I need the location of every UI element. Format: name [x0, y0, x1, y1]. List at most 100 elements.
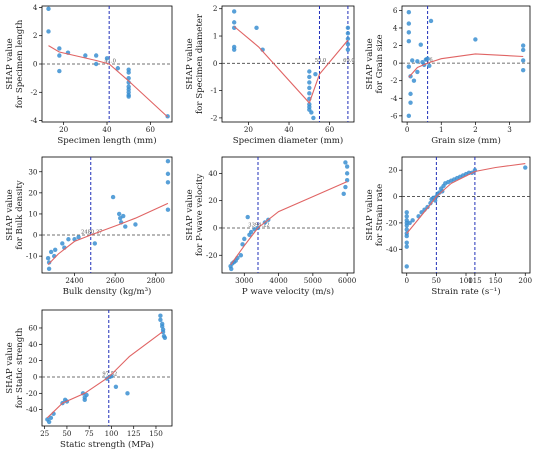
data-point [307, 80, 312, 85]
panel-7: 97.52 25 50 75 100 125 150 -40 -20 0 20 40 60 Static … [5, 309, 173, 450]
y-tick-label: 10 [28, 209, 38, 218]
data-point [341, 191, 346, 197]
y-axis-title-line: SHAP value [185, 189, 195, 240]
y-tick-label: -6 [390, 111, 397, 120]
y-axis-title-line: SHAP value [5, 189, 15, 240]
data-point [238, 253, 244, 258]
panel-4: 2480.37 2400 2600 2800 -10 0 10 20 30 Bulk densit… [5, 156, 173, 297]
data-point [231, 47, 237, 52]
panel-5: 3394.22 3000 4000 5000 6000 -20 0 20 40 P wave ve… [185, 156, 357, 297]
data-point [165, 180, 171, 185]
x-tick-label: 20 [244, 125, 254, 134]
y-tick-label: 20 [28, 356, 38, 365]
y-axis-title-line: SHAP value [365, 38, 375, 89]
data-point [406, 30, 412, 35]
y-tick-label: -40 [26, 405, 38, 414]
y-axis-title-line: SHAP value [365, 189, 375, 240]
x-axis-title: Specimen diameter (mm) [233, 135, 344, 146]
data-point [126, 70, 131, 75]
data-point [520, 67, 526, 73]
data-point [76, 234, 81, 240]
fit-curve [406, 163, 526, 234]
threshold-label: 2480.37 [81, 230, 102, 236]
y-tick-label: -20 [386, 218, 398, 227]
data-point [415, 59, 420, 64]
data-point [165, 207, 171, 212]
y-axis-title-line: for P-wave velocity [195, 174, 205, 256]
plot-frame [401, 5, 531, 123]
y-tick-label: 0 [33, 60, 38, 69]
data-point [410, 218, 415, 223]
data-point [126, 75, 131, 81]
y-tick-label: 0 [33, 372, 38, 381]
data-point [242, 236, 247, 242]
x-tick-label: 60 [146, 125, 156, 134]
x-tick-label: 100 [105, 429, 119, 438]
y-axis-title: SHAP valuefor P-wave velocity [185, 174, 205, 256]
x-tick-label: 125 [127, 429, 141, 438]
y-tick-label: -4 [30, 116, 37, 125]
y-tick-label: 6 [393, 6, 398, 15]
data-point [240, 242, 245, 247]
data-point [408, 100, 413, 105]
plot-frame [41, 309, 173, 427]
y-tick-label: 60 [28, 323, 38, 332]
data-point [229, 266, 234, 272]
x-tick-label: 0 [404, 276, 409, 285]
data-point [126, 94, 131, 99]
data-point [46, 419, 52, 425]
y-axis-title: SHAP valuefor Bulk density [5, 180, 25, 249]
data-point [121, 213, 126, 219]
data-point [404, 227, 409, 232]
y-tick-label: 30 [28, 167, 38, 176]
y-tick-label: 0 [393, 59, 398, 68]
x-tick-label: 50 [62, 429, 72, 438]
x-tick-label: 2600 [106, 276, 125, 285]
y-axis-title-line: SHAP value [185, 38, 195, 89]
data-point [345, 42, 351, 47]
data-point [248, 229, 254, 235]
data-point [407, 220, 412, 226]
plot-frame [221, 5, 355, 123]
data-point [345, 47, 351, 52]
fit-curve [47, 202, 169, 265]
data-point [48, 415, 54, 421]
y-tick-label: -2 [210, 113, 217, 122]
data-point [410, 58, 415, 63]
x-tick-label: 2 [473, 125, 478, 134]
y-tick-label: 0 [213, 59, 218, 68]
data-point [116, 211, 122, 217]
data-point [404, 233, 409, 239]
y-tick-label: 0 [393, 192, 398, 201]
data-point [404, 210, 409, 215]
data-point [428, 18, 434, 24]
data-point [404, 244, 409, 249]
threshold-label: 41.0 [104, 59, 116, 65]
data-point [520, 58, 526, 63]
data-point [46, 266, 52, 271]
fit-curve [230, 181, 348, 266]
x-tick-label: 100 [459, 276, 473, 285]
x-tick-label: 200 [518, 276, 532, 285]
x-tick-label: 3000 [235, 276, 254, 285]
data-point [404, 264, 409, 269]
data-point [404, 240, 409, 245]
y-axis-title-line: SHAP value [5, 342, 15, 393]
x-tick-label: 40 [284, 125, 294, 134]
data-point [473, 37, 478, 42]
y-axis-title-line: for Strain rate [375, 184, 385, 247]
data-point [46, 260, 52, 265]
y-axis-title-line: for Specimen diameter [195, 13, 205, 114]
data-point [404, 214, 409, 219]
y-tick-label: 4 [33, 3, 38, 12]
data-point [411, 78, 417, 83]
x-axis-title: Static strength (MPa) [60, 439, 154, 450]
y-axis-title: SHAP valuefor Strain rate [365, 184, 385, 247]
x-tick-label: 1 [439, 125, 444, 134]
data-point [57, 68, 62, 74]
x-tick-label: 2800 [147, 276, 166, 285]
y-axis-title: SHAP valuefor Specimen diameter [185, 13, 205, 114]
data-point [406, 9, 412, 15]
